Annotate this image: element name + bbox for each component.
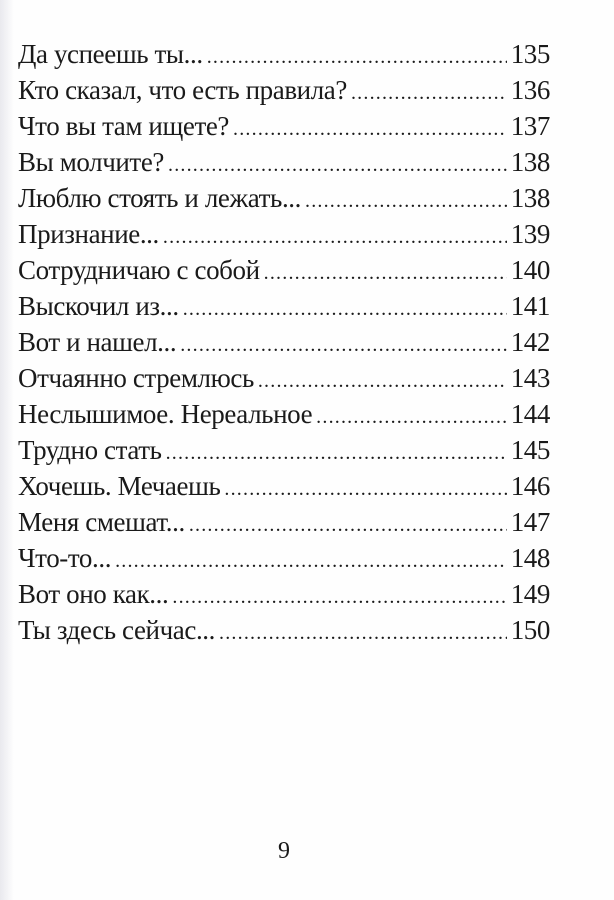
toc-entry-title: Признание... (18, 219, 159, 249)
dot-leader (219, 615, 507, 651)
toc-entry: Да успеешь ты... 135 (18, 36, 550, 72)
dot-leader (166, 435, 507, 471)
toc-entry-page: 149 (510, 579, 551, 609)
toc-entry: Меня смешат... 147 (18, 504, 550, 540)
toc-entry: Кто сказал, что есть правила? 136 (18, 72, 550, 108)
toc-entry-title: Что-то... (18, 543, 112, 573)
dot-leader (207, 39, 507, 75)
toc-entry: Выскочил из... 141 (18, 288, 550, 324)
dot-leader (183, 291, 507, 327)
toc-entry: Отчаянно стремлюсь 143 (18, 360, 550, 396)
toc-entry-page: 139 (510, 219, 551, 249)
toc-entry-title: Вот оно как... (18, 579, 169, 609)
toc-entry-page: 140 (510, 255, 551, 285)
toc-entry-title: Сотрудничаю с собой (18, 255, 260, 285)
toc-entry: Хочешь. Мечаешь 146 (18, 468, 550, 504)
toc-entry-title: Хочешь. Мечаешь (18, 471, 221, 501)
toc-entry: Трудно стать 145 (18, 432, 550, 468)
dot-leader (233, 111, 507, 147)
toc-entry-page: 138 (510, 147, 551, 177)
toc-entry-page: 141 (510, 291, 551, 321)
dot-leader (264, 255, 507, 291)
toc-entry-page: 145 (510, 435, 551, 465)
dot-leader (258, 363, 507, 399)
toc-entry: Признание... 139 (18, 216, 550, 252)
toc-entry-page: 144 (510, 399, 551, 429)
toc-entry-page: 146 (510, 471, 551, 501)
toc-entry-title: Выскочил из... (18, 291, 179, 321)
toc-entry-page: 148 (510, 543, 551, 573)
toc-entry-page: 138 (510, 183, 551, 213)
toc-entry-title: Что вы там ищете? (18, 111, 230, 141)
toc-entry-title: Да успеешь ты... (18, 39, 203, 69)
toc-entry: Неслышимое. Нереальное 144 (18, 396, 550, 432)
toc-entry-title: Люблю стоять и лежать... (18, 183, 301, 213)
toc-entry: Вот и нашел... 142 (18, 324, 550, 360)
toc-entry-page: 143 (510, 363, 551, 393)
dot-leader (316, 399, 507, 435)
toc-entry-title: Вот и нашел... (18, 327, 177, 357)
dot-leader (224, 471, 506, 507)
toc-entry: Люблю стоять и лежать... 138 (18, 180, 550, 216)
toc-entry-title: Кто сказал, что есть правила? (18, 75, 347, 105)
toc-entry-title: Вы молчите? (18, 147, 164, 177)
toc-entry: Вы молчите? 138 (18, 144, 550, 180)
page-number: 9 (278, 838, 290, 864)
dot-leader (163, 219, 507, 255)
toc-entry-page: 147 (510, 507, 551, 537)
toc-entry-page: 150 (510, 615, 551, 645)
dot-leader (305, 183, 507, 219)
toc-entry-title: Меня смешат... (18, 507, 185, 537)
toc-entry: Что вы там ищете? 137 (18, 108, 550, 144)
toc-entry-page: 142 (510, 327, 551, 357)
dot-leader (189, 507, 507, 543)
toc-entry-page: 135 (510, 39, 551, 69)
dot-leader (180, 327, 506, 363)
toc-entry-title: Трудно стать (18, 435, 162, 465)
toc-entry-title: Неслышимое. Нереальное (18, 399, 313, 429)
toc-entry: Сотрудничаю с собой 140 (18, 252, 550, 288)
toc-entry-title: Ты здесь сейчас... (18, 615, 216, 645)
toc-entry-page: 136 (510, 75, 551, 105)
toc-entry: Вот оно как... 149 (18, 576, 550, 612)
dot-leader (168, 147, 507, 183)
toc-entry: Ты здесь сейчас... 150 (18, 612, 550, 648)
dot-leader (115, 543, 507, 579)
toc-entry: Что-то... 148 (18, 540, 550, 576)
page-edge-shadow (0, 0, 14, 900)
dot-leader (351, 75, 507, 111)
toc-entry-page: 137 (510, 111, 551, 141)
toc-entry-title: Отчаянно стремлюсь (18, 363, 254, 393)
dot-leader (172, 579, 506, 615)
